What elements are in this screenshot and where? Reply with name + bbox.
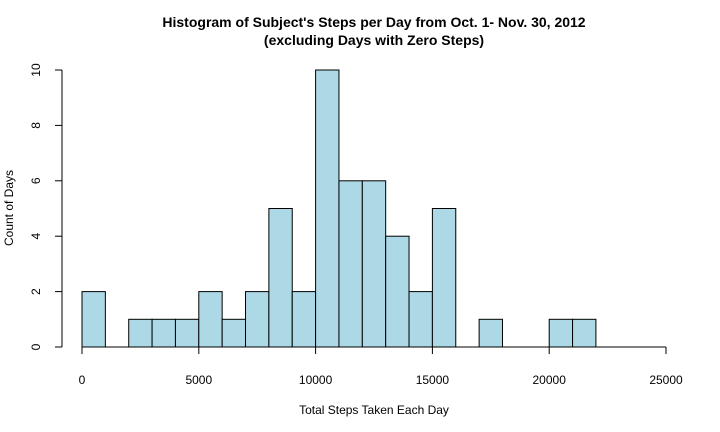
- histogram-bar-12: [361, 180, 387, 348]
- x-tick-label: 25000: [649, 373, 683, 387]
- y-tick-label: 8: [29, 122, 43, 129]
- x-tick-label: 10000: [299, 373, 333, 387]
- histogram-bar-9: [291, 291, 317, 348]
- histogram-bar-5: [198, 291, 223, 348]
- histogram-bar-2: [128, 318, 153, 348]
- histogram-bar-10: [315, 69, 340, 348]
- x-tick-label: 0: [79, 373, 86, 387]
- histogram-bar-4: [174, 318, 200, 348]
- histogram-bar-3: [151, 318, 176, 348]
- chart-subtitle: (excluding Days with Zero Steps): [264, 32, 484, 48]
- y-tick-label: 0: [29, 343, 43, 350]
- y-tick-label: 4: [29, 233, 43, 240]
- x-tick-label: 5000: [185, 373, 212, 387]
- histogram-bar-7: [245, 291, 270, 348]
- histogram-bar-13: [385, 235, 410, 348]
- chart-title: Histogram of Subject's Steps per Day fro…: [162, 14, 585, 30]
- x-axis: 0 5000 10000 15000 20000 25000: [79, 346, 683, 387]
- histogram-bar-11: [338, 180, 363, 348]
- histogram-bar-0: [81, 291, 106, 348]
- histogram-bar-20: [548, 318, 574, 348]
- x-tick-label: 20000: [533, 373, 567, 387]
- x-axis-label: Total Steps Taken Each Day: [299, 403, 449, 417]
- y-axis-label: Count of Days: [2, 170, 16, 246]
- histogram-bar-21: [572, 318, 597, 348]
- histogram-bar-6: [221, 318, 247, 348]
- y-tick-label: 2: [29, 288, 43, 295]
- histogram-bar-14: [408, 291, 433, 348]
- y-axis: 0 2 4 6 8 10: [29, 63, 63, 350]
- y-tick-label: 6: [29, 177, 43, 184]
- bars-group: [81, 69, 597, 348]
- x-tick-label: 15000: [416, 373, 450, 387]
- histogram-bar-17: [478, 318, 503, 348]
- histogram-bar-15: [431, 208, 457, 348]
- y-tick-label: 10: [29, 63, 43, 77]
- histogram-bar-8: [268, 208, 293, 348]
